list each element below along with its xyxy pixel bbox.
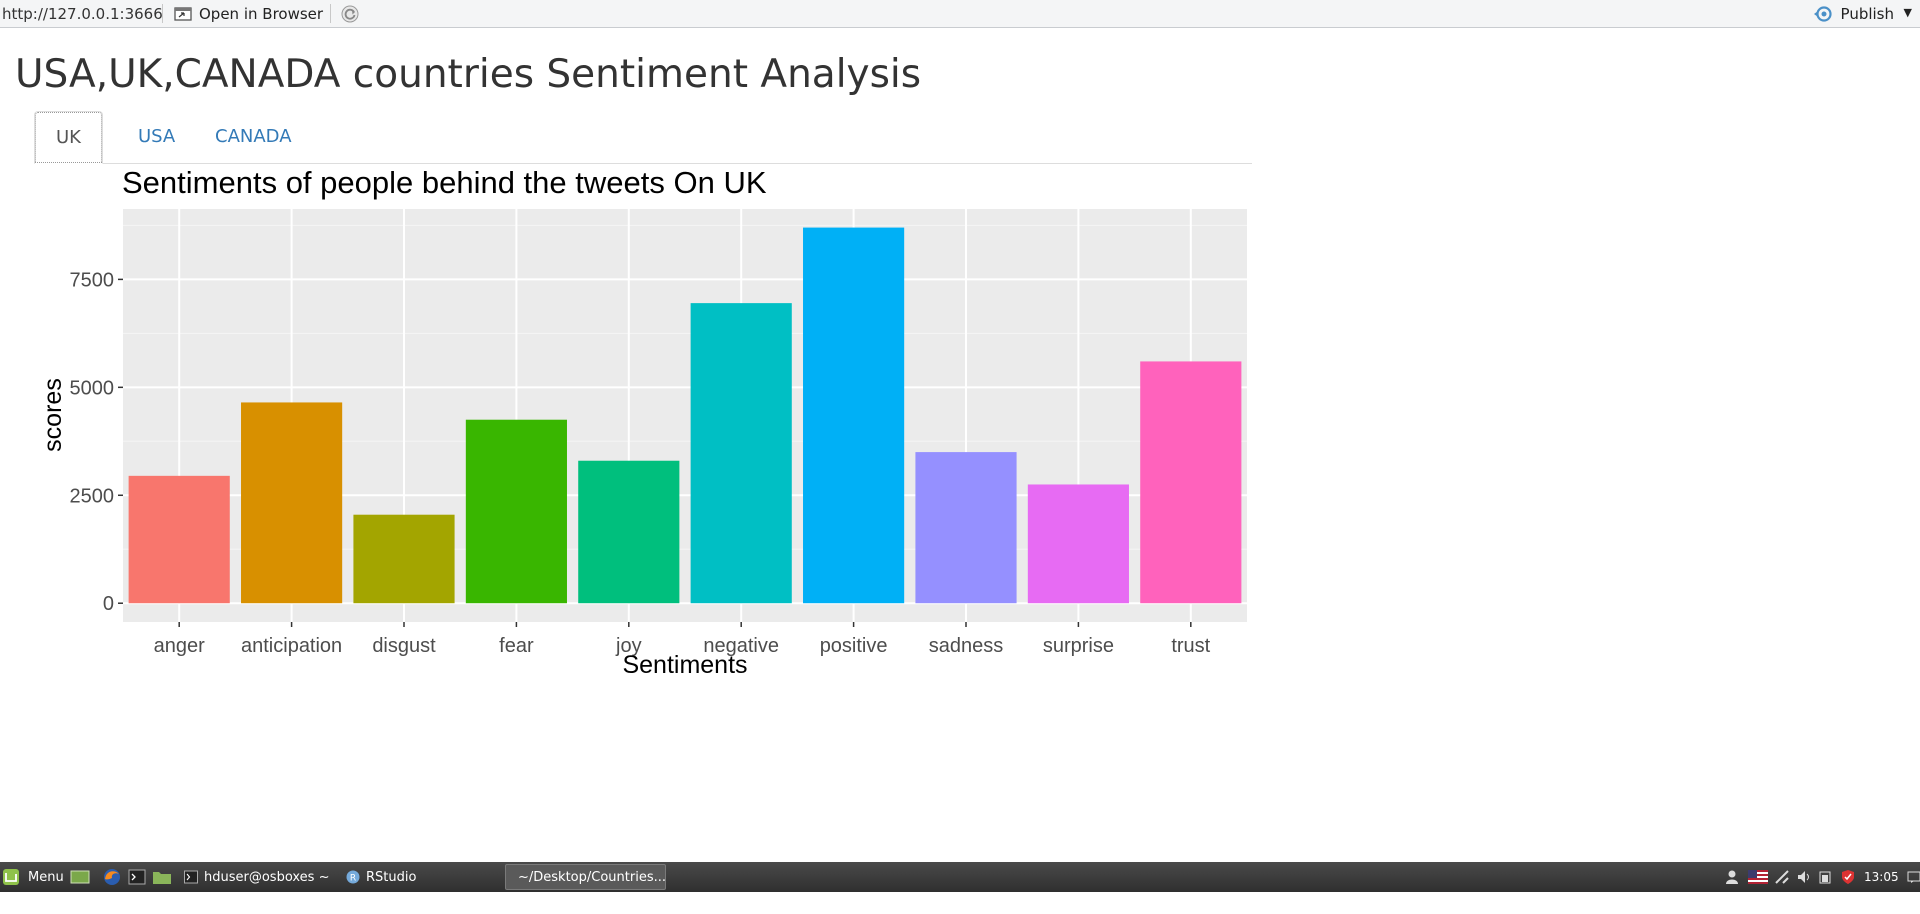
bar-disgust xyxy=(353,514,455,604)
clock: 13:05 xyxy=(1864,870,1899,884)
menu-label: Menu xyxy=(28,869,64,885)
x-tick-label: surprise xyxy=(1043,635,1114,657)
mint-logo-icon xyxy=(3,869,19,885)
x-tick-label: anticipation xyxy=(241,635,342,657)
toolbar-separator xyxy=(330,4,331,23)
browser-window-icon xyxy=(174,7,192,21)
desktop-icon xyxy=(70,870,90,884)
volume-icon[interactable] xyxy=(1796,869,1812,885)
taskbar-window-label: RStudio xyxy=(366,869,417,885)
battery-icon[interactable] xyxy=(1818,869,1834,885)
bar-fear xyxy=(465,419,567,604)
taskbar-window-rstudio[interactable]: R RStudio xyxy=(340,864,502,890)
taskbar: Menu hduser@osboxes ~ R RS xyxy=(0,862,1920,892)
publish-button[interactable]: Publish xyxy=(1813,3,1894,25)
user-icon[interactable] xyxy=(1724,869,1740,885)
tab-uk[interactable]: UK xyxy=(34,111,103,164)
x-tick-label: joy xyxy=(615,635,642,657)
bar-trust xyxy=(1140,361,1242,604)
y-tick-label: 5000 xyxy=(70,377,115,399)
url-display: http://127.0.0.1:3666 xyxy=(2,5,163,23)
bar-sadness xyxy=(915,452,1017,604)
x-axis: anger anticipation disgust fear joy negative p… xyxy=(154,622,1211,657)
chart-title: Sentiments of people behind the tweets O… xyxy=(122,165,767,200)
firefox-icon xyxy=(104,869,120,885)
folder-icon xyxy=(153,872,171,884)
y-axis-label: scores xyxy=(39,378,67,452)
terminal-launcher[interactable] xyxy=(128,862,146,892)
svg-text:R: R xyxy=(350,874,356,884)
refresh-button[interactable] xyxy=(340,4,360,28)
bar-negative xyxy=(690,303,792,604)
us-flag-icon[interactable] xyxy=(1748,870,1768,884)
terminal-icon xyxy=(184,870,198,884)
refresh-icon xyxy=(341,5,359,23)
y-tick-label: 7500 xyxy=(70,269,115,291)
terminal-icon xyxy=(128,869,146,885)
x-axis-label: Sentiments xyxy=(622,651,747,679)
bar-anger xyxy=(128,475,230,604)
desktop-bottom xyxy=(0,892,1920,914)
bar-surprise xyxy=(1027,484,1129,604)
toolbar-separator xyxy=(162,4,163,23)
files-launcher[interactable] xyxy=(152,862,172,892)
shield-icon[interactable] xyxy=(1840,869,1856,885)
tab-usa[interactable]: USA xyxy=(138,126,176,147)
page-title: USA,UK,CANADA countries Sentiment Analys… xyxy=(15,52,922,97)
x-tick-label: fear xyxy=(499,635,534,657)
x-tick-label: trust xyxy=(1171,635,1210,657)
open-in-browser-button[interactable]: Open in Browser xyxy=(174,3,323,25)
bars xyxy=(128,227,1242,604)
rstudio-icon: R xyxy=(346,870,360,884)
taskbar-window-terminal[interactable]: hduser@osboxes ~ xyxy=(178,864,338,890)
y-tick-label: 2500 xyxy=(70,485,115,507)
bar-positive xyxy=(803,227,905,604)
bar-joy xyxy=(578,460,680,604)
y-tick-label: 0 xyxy=(103,593,114,615)
publish-icon xyxy=(1813,6,1832,22)
publish-dropdown-icon[interactable]: ▼ xyxy=(1903,6,1912,19)
taskbar-window-shiny-app[interactable]: R ~/Desktop/Countries... xyxy=(505,864,666,890)
taskbar-window-label: hduser@osboxes ~ xyxy=(204,869,330,885)
start-menu-button[interactable]: Menu xyxy=(2,862,64,892)
firefox-launcher[interactable] xyxy=(102,862,122,892)
tab-canada[interactable]: CANADA xyxy=(215,126,292,147)
viewer-toolbar: http://127.0.0.1:3666 Open in Browser Pu… xyxy=(0,0,1920,28)
publish-label: Publish xyxy=(1840,5,1894,23)
notifications-icon[interactable] xyxy=(1907,870,1920,884)
show-desktop-launcher[interactable] xyxy=(70,862,90,892)
x-tick-label: anger xyxy=(154,635,205,657)
x-tick-label: disgust xyxy=(372,635,436,657)
system-tray: 13:05 xyxy=(1724,862,1920,892)
sentiment-bar-chart: Sentiments of people behind the tweets O… xyxy=(39,165,1247,679)
network-icon[interactable] xyxy=(1774,869,1790,885)
bar-anticipation xyxy=(241,402,343,604)
open-in-browser-label: Open in Browser xyxy=(199,5,324,23)
y-axis: 0 2500 5000 7500 xyxy=(70,269,123,615)
taskbar-window-label: ~/Desktop/Countries... xyxy=(518,869,666,885)
x-tick-label: sadness xyxy=(929,635,1004,657)
x-tick-label: negative xyxy=(703,635,779,657)
tabset: UK USA CANADA xyxy=(34,111,1252,164)
x-tick-label: positive xyxy=(820,635,888,657)
